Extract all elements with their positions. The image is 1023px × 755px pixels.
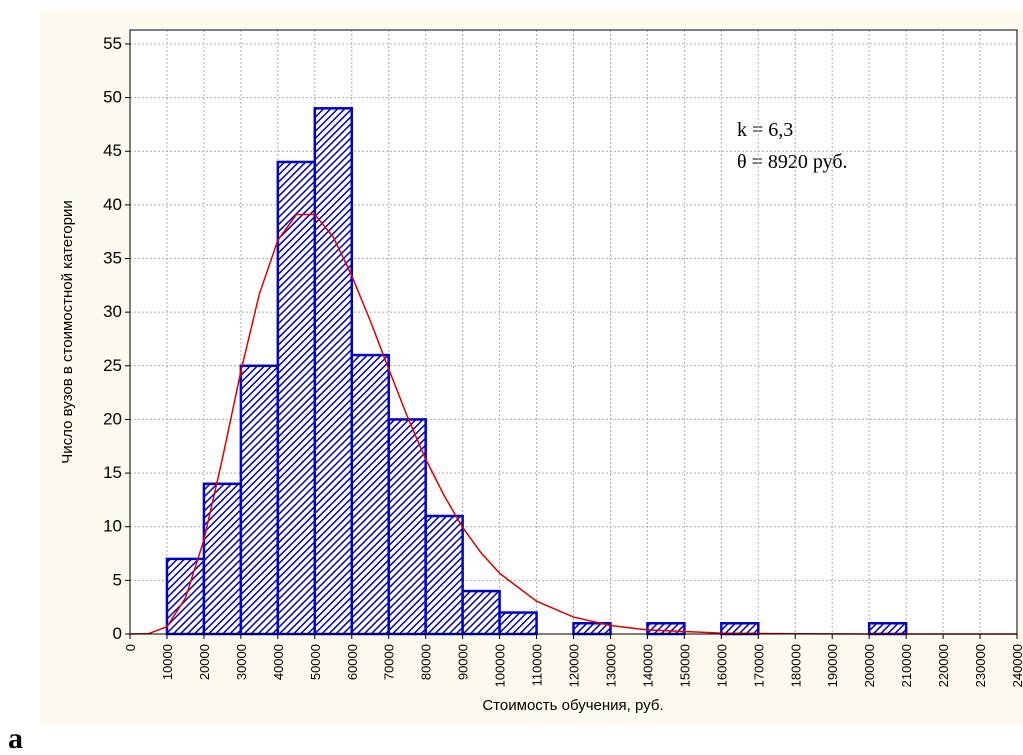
x-tick-label: 0 — [123, 644, 138, 651]
bar — [867, 622, 908, 636]
x-tick-label: 100000 — [493, 644, 508, 687]
y-tick-label: 5 — [113, 570, 122, 589]
x-tick-label: 130000 — [603, 644, 618, 687]
y-tick-label: 30 — [103, 302, 122, 321]
y-tick-label: 10 — [103, 517, 122, 536]
y-axis-label: Число вузов в стоимостной категории — [59, 200, 76, 463]
y-tick-label: 35 — [103, 249, 122, 268]
y-tick-label: 55 — [103, 34, 122, 53]
x-tick-label: 210000 — [899, 644, 914, 687]
x-tick-label: 10000 — [160, 644, 175, 680]
plot-frame — [129, 29, 1018, 635]
x-tick-label: 60000 — [345, 644, 360, 680]
y-tick-label: 20 — [103, 409, 122, 428]
bar — [387, 418, 427, 636]
x-tick-label: 240000 — [1010, 644, 1023, 687]
y-tick-label: 0 — [113, 624, 122, 643]
x-tick-label: 180000 — [788, 644, 803, 687]
y-tick-label: 40 — [103, 195, 122, 214]
x-tick-label: 110000 — [530, 644, 545, 686]
y-tick-label: 15 — [103, 463, 122, 482]
x-tick-label: 20000 — [197, 644, 212, 680]
x-axis-label: Стоимость обучения, руб. — [482, 697, 663, 714]
panel-label: a — [8, 722, 23, 755]
bar — [461, 589, 501, 636]
bar — [350, 353, 390, 636]
y-tick-label: 25 — [103, 356, 122, 375]
y-tick-label: 50 — [103, 88, 122, 107]
x-tick-label: 30000 — [234, 644, 249, 680]
bar — [498, 611, 538, 636]
bar — [239, 364, 280, 636]
x-tick-label: 220000 — [936, 644, 951, 687]
x-tick-label: 190000 — [825, 644, 840, 687]
bar — [202, 482, 243, 636]
x-tick-label: 160000 — [714, 644, 729, 687]
x-tick-label: 90000 — [456, 644, 471, 680]
x-tick-label: 40000 — [271, 644, 286, 680]
bar — [720, 622, 760, 636]
x-tick-label: 150000 — [677, 644, 692, 687]
annotation: θ = 8920 руб. — [737, 151, 848, 173]
annotation: k = 6,3 — [737, 119, 793, 141]
bar — [646, 622, 686, 636]
fitted-curve — [129, 213, 1017, 635]
x-tick-label: 70000 — [382, 644, 397, 680]
x-tick-label: 80000 — [419, 644, 434, 680]
x-tick-label: 230000 — [973, 644, 988, 687]
x-tick-label: 120000 — [567, 644, 582, 687]
x-tick-label: 170000 — [751, 644, 766, 687]
y-tick-label: 45 — [103, 141, 122, 160]
x-tick-label: 50000 — [308, 644, 323, 680]
x-tick-label: 200000 — [862, 644, 877, 687]
bar — [424, 514, 464, 636]
x-tick-label: 140000 — [640, 644, 655, 687]
bar — [313, 107, 353, 636]
